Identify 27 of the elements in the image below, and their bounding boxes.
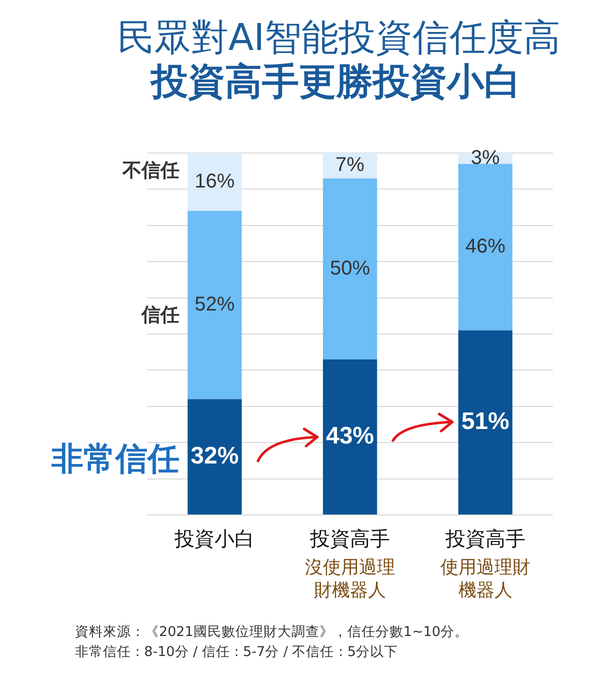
data-label: 7% (336, 154, 365, 176)
bar (188, 153, 242, 211)
bar (322, 178, 378, 360)
source-note: 資料來源：《2021國民數位理財大調查》，信任分數1~10分。 (75, 623, 468, 642)
bar (188, 399, 242, 514)
bar (322, 359, 378, 514)
chart-title: 民眾對AI智能投資信任度高 (116, 15, 562, 61)
bar (188, 210, 242, 400)
x-tick-label: 投資小白 (174, 528, 255, 551)
data-label: 43% (326, 422, 374, 450)
data-label: 32% (190, 442, 239, 470)
x-tick-label: 投資高手使用過理財機器人 (440, 528, 530, 600)
series-label: 信任 (140, 305, 180, 326)
data-label: 16% (194, 170, 235, 192)
data-label: 52% (194, 294, 235, 316)
bar (322, 153, 378, 178)
bar (458, 330, 512, 514)
data-label: 3% (470, 146, 500, 169)
chart-subtitle: 投資高手更勝投資小白 (149, 59, 522, 105)
text: 非常信任 : 8-10分 / 信任 : 5-7分 / 不信任 : 5分以下 (75, 643, 399, 662)
x-tick-label: 投資高手沒使用過理財機器人 (305, 528, 395, 600)
series-label: 非常信任 (50, 440, 180, 477)
data-label: 50% (330, 257, 370, 280)
data-label: 51% (461, 408, 510, 436)
data-label: 46% (465, 236, 506, 258)
series-label: 不信任 (122, 160, 180, 182)
bar (458, 164, 512, 330)
